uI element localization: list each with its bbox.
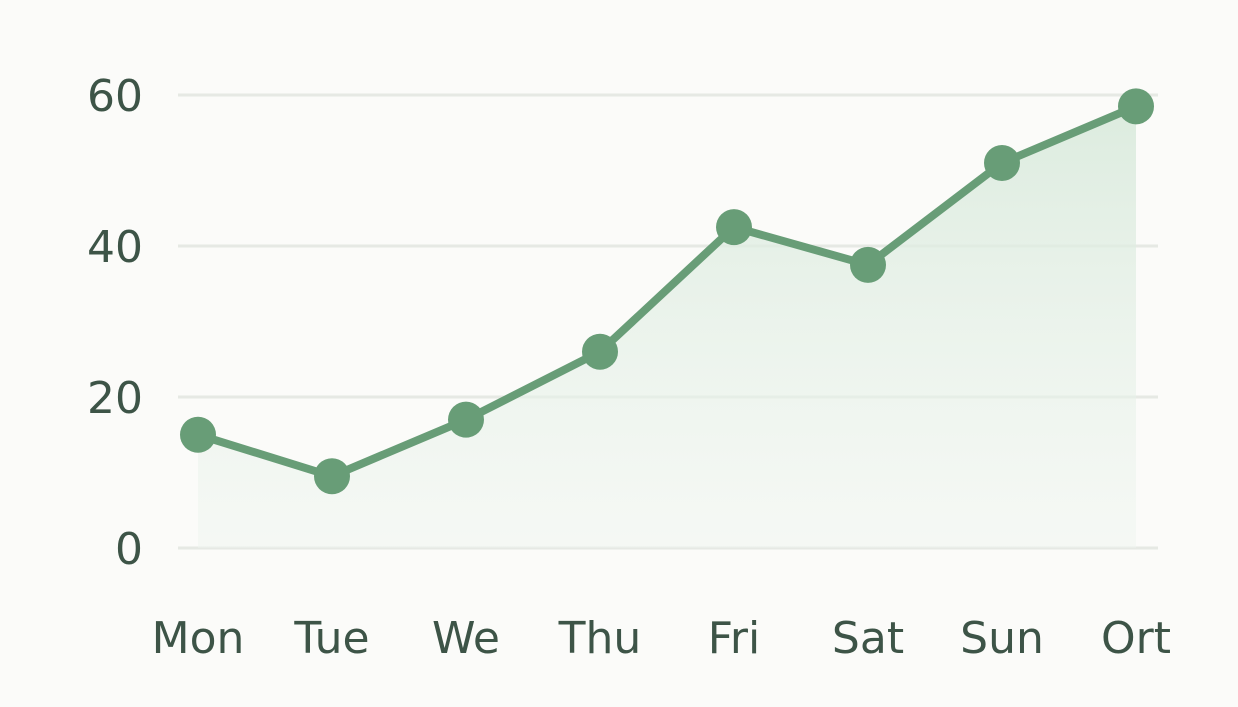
data-point-sun [984, 144, 1020, 181]
data-point-thu [582, 333, 618, 370]
x-tick-label: Ort [1101, 613, 1171, 664]
x-tick-label: We [432, 613, 500, 664]
x-tick-label: Fri [708, 613, 760, 664]
x-tick-label: Tue [293, 613, 369, 664]
line-layer [194, 102, 1140, 481]
data-point-mon [180, 416, 216, 453]
data-point-sat [850, 246, 886, 283]
data-point-tue [314, 458, 350, 495]
y-tick-label: 40 [87, 222, 143, 273]
series-line [194, 102, 1140, 481]
y-tick-label: 0 [115, 524, 143, 575]
data-point-fri [716, 209, 752, 246]
y-axis-ticks: 0 20 40 60 [87, 71, 143, 575]
x-axis-ticks: Mon Tue We Thu Fri Sat Sun Ort [152, 613, 1171, 664]
x-tick-label: Sun [960, 613, 1044, 664]
x-tick-label: Thu [558, 613, 642, 664]
x-tick-label: Sat [832, 613, 904, 664]
point-layer [180, 88, 1154, 495]
y-tick-label: 20 [87, 373, 143, 424]
y-tick-label: 60 [87, 71, 143, 122]
data-point-ort [1118, 88, 1154, 125]
data-point-we [448, 401, 484, 438]
x-tick-label: Mon [152, 613, 245, 664]
